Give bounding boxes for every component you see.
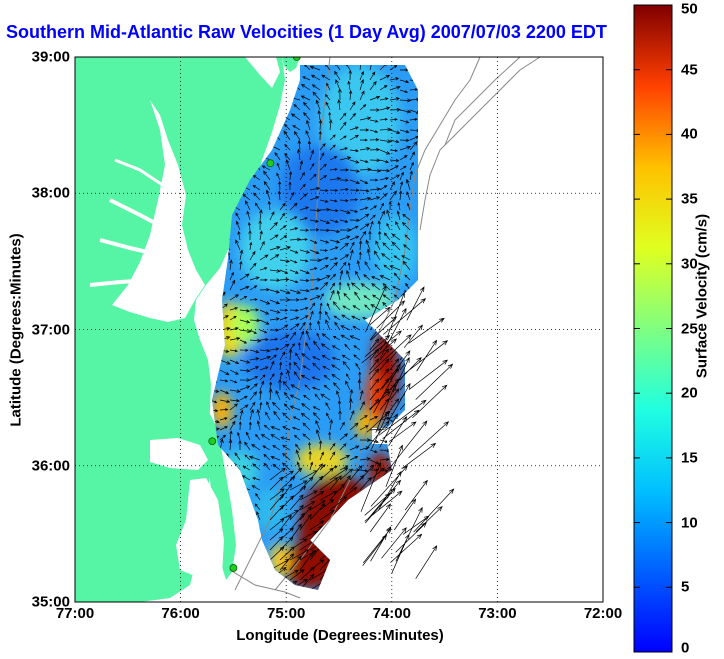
colorbar-tick-label: 45	[681, 61, 698, 79]
radar-site-marker	[229, 564, 238, 572]
colorbar-tick-label: 25	[681, 320, 698, 337]
colorbar-tick-label: 50	[681, 0, 698, 18]
y-tick-label: 36:00	[31, 457, 70, 475]
map-title: Southern Mid-Atlantic Raw Velocities (1 …	[6, 22, 607, 42]
chesapeake-bay	[112, 100, 205, 322]
large-velocity-arrow-set	[360, 285, 455, 579]
land-mass-cape-may	[282, 57, 300, 72]
colorbar-tick-label: 15	[681, 449, 698, 467]
coverage-gap	[372, 428, 390, 444]
land-mass-outer-banks	[206, 410, 236, 580]
albemarle-sound	[150, 438, 208, 470]
colorbar-tick-label: 20	[681, 384, 698, 402]
colorbar-tick-label: 10	[681, 514, 698, 532]
chesapeake-tributary-2	[99, 238, 161, 257]
radar-site-marker	[292, 57, 301, 61]
hf-radar-sites	[208, 57, 301, 572]
x-tick-label: 76:00	[161, 605, 200, 622]
colorbar	[633, 4, 673, 653]
x-tick-label: 74:00	[372, 605, 411, 622]
y-tick-label: 35:00	[31, 593, 70, 611]
y-tick-label: 39:00	[31, 48, 70, 66]
colorbar-ticks	[634, 4, 672, 653]
colorbar-tick-label: 0	[681, 639, 690, 657]
large-velocity-vectors	[360, 285, 455, 579]
plot-frame	[74, 56, 604, 603]
radar-site-marker	[208, 437, 217, 446]
colorbar-tick-label: 40	[681, 125, 698, 143]
x-tick-label: 77:00	[55, 605, 95, 622]
colorbar-tick-label: 5	[681, 578, 690, 596]
x-tick-label: 75:00	[267, 605, 306, 622]
y-tick-label: 37:00	[31, 321, 70, 338]
x-tick-label: 72:00	[583, 605, 623, 622]
colorbar-tick-label: 35	[681, 190, 698, 208]
chesapeake-tributary-4	[114, 158, 171, 192]
radar-site-marker	[266, 159, 275, 168]
chesapeake-tributary-3	[89, 278, 151, 287]
colorbar-label: Surface Velocity (cm/s)	[693, 213, 711, 379]
graticule	[75, 57, 603, 602]
pamlico-sound	[176, 478, 224, 580]
y-tick-label: 38:00	[31, 184, 70, 202]
x-axis-label: Longitude (Degrees:Minutes)	[236, 627, 444, 644]
colorbar-tick-label: 30	[681, 255, 698, 273]
y-axis-label: Latitude (Degrees:Minutes)	[7, 233, 25, 427]
x-tick-label: 73:00	[478, 605, 517, 622]
chesapeake-tributary-1	[109, 198, 169, 232]
delaware-bay	[245, 57, 280, 88]
